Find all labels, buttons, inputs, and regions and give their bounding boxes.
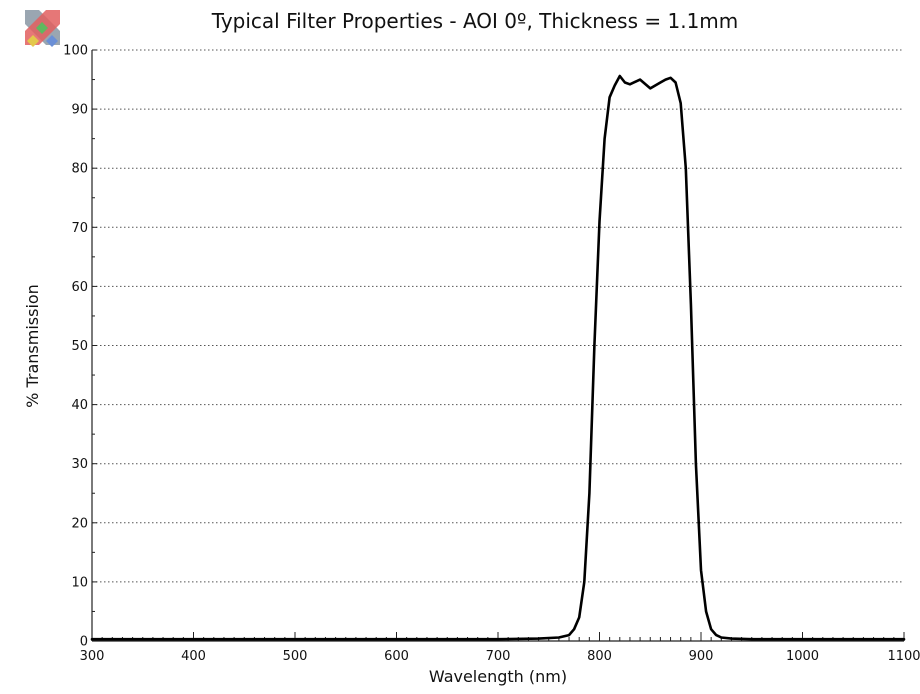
x-tick-label: 500 <box>283 649 308 664</box>
x-axis-label: Wavelength (nm) <box>429 667 567 686</box>
x-tick-label: 1100 <box>887 649 920 664</box>
x-tick-label: 900 <box>689 649 714 664</box>
axes-layer <box>91 50 904 642</box>
y-axis-label: % Transmission <box>23 284 42 408</box>
y-tick-label: 60 <box>71 280 88 295</box>
chart-title: Typical Filter Properties - AOI 0º, Thic… <box>211 9 739 33</box>
y-tick-label: 20 <box>71 516 88 531</box>
y-tick-label: 30 <box>71 457 88 472</box>
series-line <box>90 74 906 641</box>
y-tick-label: 90 <box>71 103 88 118</box>
y-tick-label: 0 <box>80 635 88 650</box>
grid-layer <box>92 49 904 583</box>
y-tick-label: 80 <box>71 162 88 177</box>
y-tick-label: 10 <box>71 575 88 590</box>
x-tick-label: 800 <box>587 649 612 664</box>
series-layer <box>90 74 906 641</box>
x-tick-label: 300 <box>80 649 105 664</box>
x-tick-label: 1000 <box>786 649 819 664</box>
ticks-layer: 0 10 20 30 40 50 60 70 80 90 100 300 400 500 600 700 800… <box>63 44 920 665</box>
x-tick-label: 700 <box>486 649 511 664</box>
x-tick-label: 600 <box>384 649 409 664</box>
y-tick-label: 50 <box>71 339 88 354</box>
y-tick-label: 40 <box>71 398 88 413</box>
logo-cross-icon <box>25 10 60 47</box>
x-tick-label: 400 <box>181 649 206 664</box>
y-tick-label: 70 <box>71 221 88 236</box>
y-tick-label: 100 <box>63 44 88 59</box>
